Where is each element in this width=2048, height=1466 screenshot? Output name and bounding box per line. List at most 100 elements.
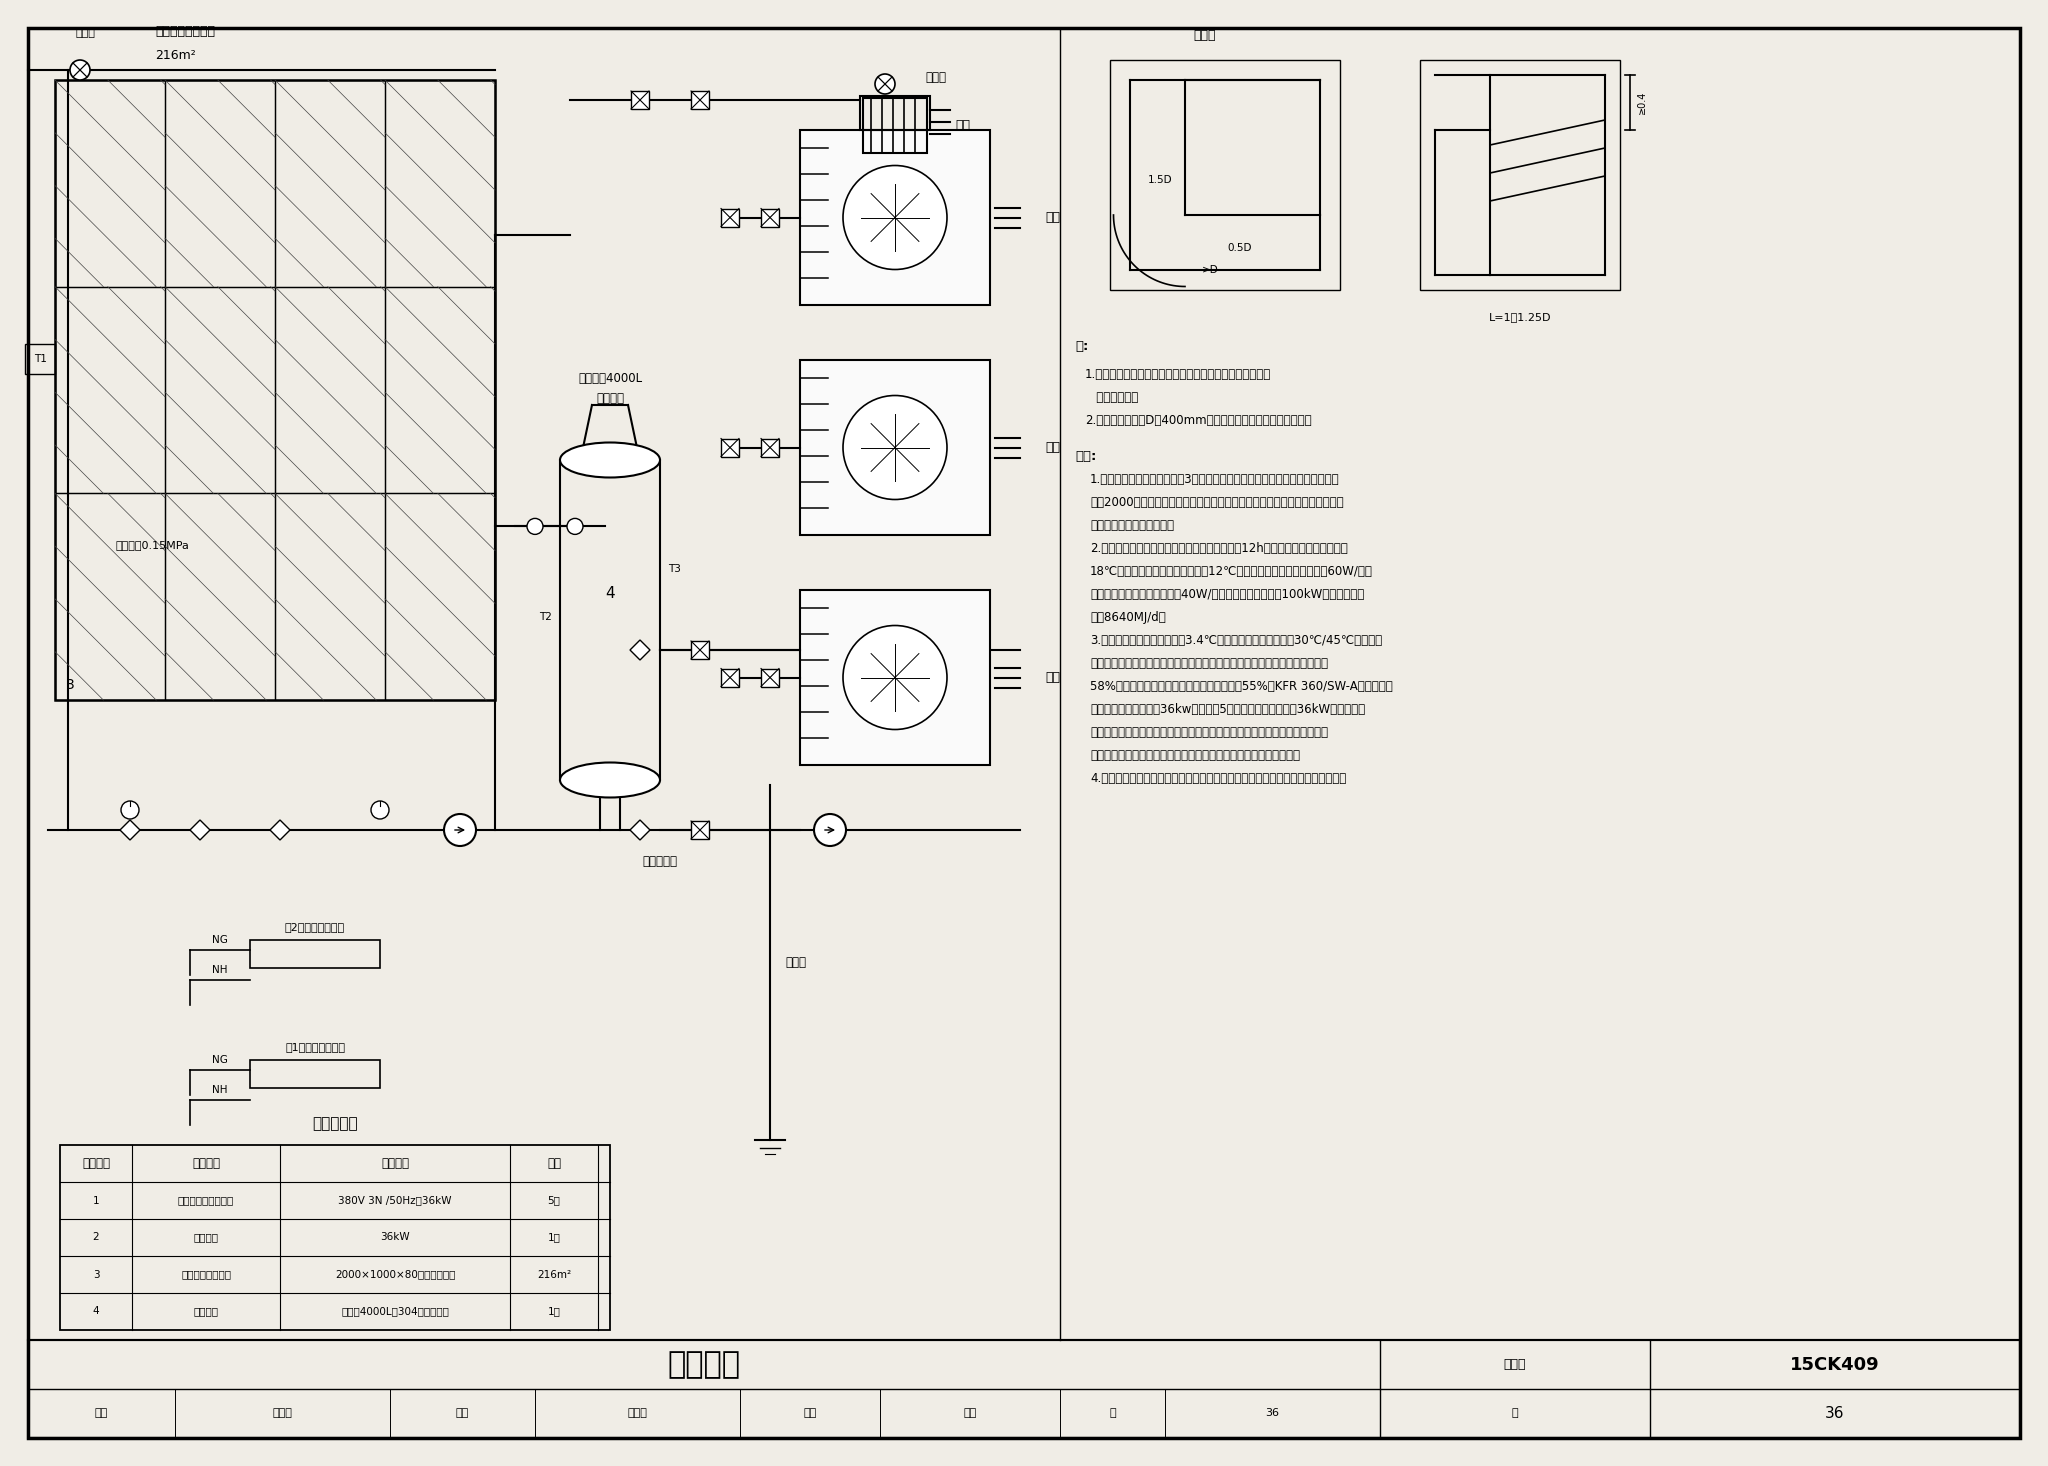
Bar xyxy=(274,287,385,494)
Text: NH: NH xyxy=(213,965,227,975)
Text: 注:: 注: xyxy=(1075,340,1087,353)
Bar xyxy=(250,940,381,968)
Bar xyxy=(55,494,166,699)
Text: 荷为8640MJ/d。: 荷为8640MJ/d。 xyxy=(1090,611,1165,625)
Text: 58%，实际可用于供暖的热量为额定制热量的55%，KFR 360/SW-A型空气源热: 58%，实际可用于供暖的热量为额定制热量的55%，KFR 360/SW-A型空气… xyxy=(1090,680,1393,693)
Text: 出风: 出风 xyxy=(954,119,971,132)
Text: 非开放时间平均供暖热负荷为40W/㎡。系统平均热负荷为100kW，全天供暖负: 非开放时间平均供暖热负荷为40W/㎡。系统平均热负荷为100kW，全天供暖负 xyxy=(1090,588,1364,601)
Bar xyxy=(801,130,989,305)
Text: L=1～1.25D: L=1～1.25D xyxy=(1489,312,1550,323)
Bar xyxy=(762,438,778,456)
Bar xyxy=(166,287,274,494)
Circle shape xyxy=(121,800,139,819)
Text: 2.若风管弯头半径D＞400mm时，必须增加导风板（如图示）。: 2.若风管弯头半径D＞400mm时，必须增加导风板（如图示）。 xyxy=(1085,413,1311,427)
Text: 3: 3 xyxy=(92,1270,98,1280)
Bar xyxy=(690,91,709,108)
Text: 应设置风幛。: 应设置风幛。 xyxy=(1085,391,1139,405)
Text: 0.5D: 0.5D xyxy=(1227,243,1251,254)
Text: 1: 1 xyxy=(92,1195,98,1205)
Text: 说明:: 说明: xyxy=(1075,450,1096,463)
Bar xyxy=(690,641,709,660)
Text: 钟家淞: 钟家淞 xyxy=(272,1409,293,1419)
Text: 不易结霜，所以没有考虑由于结霜现象导致的制热性能衰减的情况。: 不易结霜，所以没有考虑由于结霜现象导致的制热性能衰减的情况。 xyxy=(1090,749,1300,762)
Text: NG: NG xyxy=(213,1056,227,1064)
Text: 页: 页 xyxy=(1110,1409,1116,1419)
Ellipse shape xyxy=(559,443,659,478)
Text: 36: 36 xyxy=(1825,1406,1845,1421)
Circle shape xyxy=(844,626,946,730)
Text: 4.本系统集热器、热泵安装高度已超过储热水箱，因此系统设计为倒流防冻系统。: 4.本系统集热器、热泵安装高度已超过储热水箱，因此系统设计为倒流防冻系统。 xyxy=(1090,773,1346,784)
Text: 储热水箱: 储热水箱 xyxy=(193,1306,219,1316)
Bar xyxy=(59,1145,610,1330)
Bar xyxy=(166,494,274,699)
Text: 积为2000㎡，太阳能平板集热器安装在西立面，空气源热泵热水机组安装在室: 积为2000㎡，太阳能平板集热器安装在西立面，空气源热泵热水机组安装在室 xyxy=(1090,496,1343,509)
Circle shape xyxy=(567,519,584,535)
Text: 接1层地暖分集水器: 接1层地暖分集水器 xyxy=(285,1042,344,1053)
Bar xyxy=(1110,60,1339,290)
Text: T2: T2 xyxy=(539,611,553,622)
Text: 出风: 出风 xyxy=(1044,211,1061,224)
Text: 出风: 出风 xyxy=(1044,671,1061,685)
Text: 审核: 审核 xyxy=(94,1409,109,1419)
Polygon shape xyxy=(121,819,139,840)
Text: 出水温度）的条件下循环运行，在设计运行条件下机组制热量为额定制热量的: 出水温度）的条件下循环运行，在设计运行条件下机组制热量为额定制热量的 xyxy=(1090,657,1327,670)
Text: 数量: 数量 xyxy=(547,1157,561,1170)
Text: 空气源热泵热水机组: 空气源热泵热水机组 xyxy=(178,1195,233,1205)
Polygon shape xyxy=(270,819,291,840)
Text: 吸气阀: 吸气阀 xyxy=(76,28,94,38)
Text: 吸气阀: 吸气阀 xyxy=(926,70,946,84)
Text: 太阳能平板集热器: 太阳能平板集热器 xyxy=(180,1270,231,1280)
Bar xyxy=(25,345,55,374)
Circle shape xyxy=(526,519,543,535)
Text: 李红: 李红 xyxy=(963,1409,977,1419)
Text: 外，储热水箱安装在室内。: 外，储热水箱安装在室内。 xyxy=(1090,519,1174,532)
Text: 接2层地暖分集水器: 接2层地暖分集水器 xyxy=(285,922,344,932)
Bar xyxy=(801,361,989,535)
Bar xyxy=(166,81,274,287)
Text: 3: 3 xyxy=(66,677,74,692)
Bar xyxy=(721,208,739,227)
Bar xyxy=(631,91,649,108)
Text: 1.若顶出风机组上方的机组进风可能吸入该机组的出风时，: 1.若顶出风机组上方的机组进风可能吸入该机组的出风时， xyxy=(1085,368,1272,381)
Circle shape xyxy=(844,396,946,500)
Ellipse shape xyxy=(559,762,659,798)
Text: 图集号: 图集号 xyxy=(1503,1358,1526,1371)
Bar xyxy=(274,494,385,699)
Text: 校对: 校对 xyxy=(457,1409,469,1419)
Text: 18℃，非开放时间室内设定温度为12℃。开放时间平均供暖热负荷为60W/㎡，: 18℃，非开放时间室内设定温度为12℃。开放时间平均供暖热负荷为60W/㎡， xyxy=(1090,564,1372,578)
Bar xyxy=(385,287,496,494)
Text: 2: 2 xyxy=(92,1233,98,1243)
Text: 作为辅助热源。由于当地气候干燥，冬季运行时空气源热泵热水机组的蒸发器: 作为辅助热源。由于当地气候干燥，冬季运行时空气源热泵热水机组的蒸发器 xyxy=(1090,726,1327,739)
Text: 接冷水管0.15MPa: 接冷水管0.15MPa xyxy=(115,541,188,550)
Text: 热泵循环泵: 热泵循环泵 xyxy=(643,855,678,868)
Text: 15CK409: 15CK409 xyxy=(1790,1356,1880,1374)
Text: 1.5D: 1.5D xyxy=(1149,174,1174,185)
Circle shape xyxy=(371,800,389,819)
Polygon shape xyxy=(631,641,649,660)
Text: 设计: 设计 xyxy=(803,1409,817,1419)
Text: 5台: 5台 xyxy=(547,1195,561,1205)
Text: 电加热器: 电加热器 xyxy=(193,1233,219,1243)
Text: 2000×1000×80，钢化玻璃板: 2000×1000×80，钢化玻璃板 xyxy=(334,1270,455,1280)
Text: 太阳能平板集热器: 太阳能平板集热器 xyxy=(156,25,215,38)
Text: 储热水箱4000L: 储热水箱4000L xyxy=(578,372,643,386)
Text: T1: T1 xyxy=(33,353,47,364)
Text: 1个: 1个 xyxy=(547,1306,561,1316)
Bar xyxy=(690,821,709,839)
Bar xyxy=(721,438,739,456)
Text: 380V 3N /50Hz，36kW: 380V 3N /50Hz，36kW xyxy=(338,1195,453,1205)
Circle shape xyxy=(70,60,90,81)
Bar xyxy=(559,460,659,780)
Text: T3: T3 xyxy=(668,564,680,575)
Text: 1.本系统应用场合为一栋独立3层建筑物，建筑用途为企业产品展示厅，供暖面: 1.本系统应用场合为一栋独立3层建筑物，建筑用途为企业产品展示厅，供暖面 xyxy=(1090,474,1339,487)
Text: 36kW: 36kW xyxy=(381,1233,410,1243)
Polygon shape xyxy=(631,819,649,840)
Circle shape xyxy=(444,814,475,846)
Text: 规格型号: 规格型号 xyxy=(381,1157,410,1170)
Text: 1条: 1条 xyxy=(547,1233,561,1243)
Text: NH: NH xyxy=(213,1085,227,1095)
Text: 主要设备表: 主要设备表 xyxy=(311,1116,358,1130)
Polygon shape xyxy=(190,819,211,840)
Text: 排水管: 排水管 xyxy=(784,956,807,969)
Bar xyxy=(250,1060,381,1088)
